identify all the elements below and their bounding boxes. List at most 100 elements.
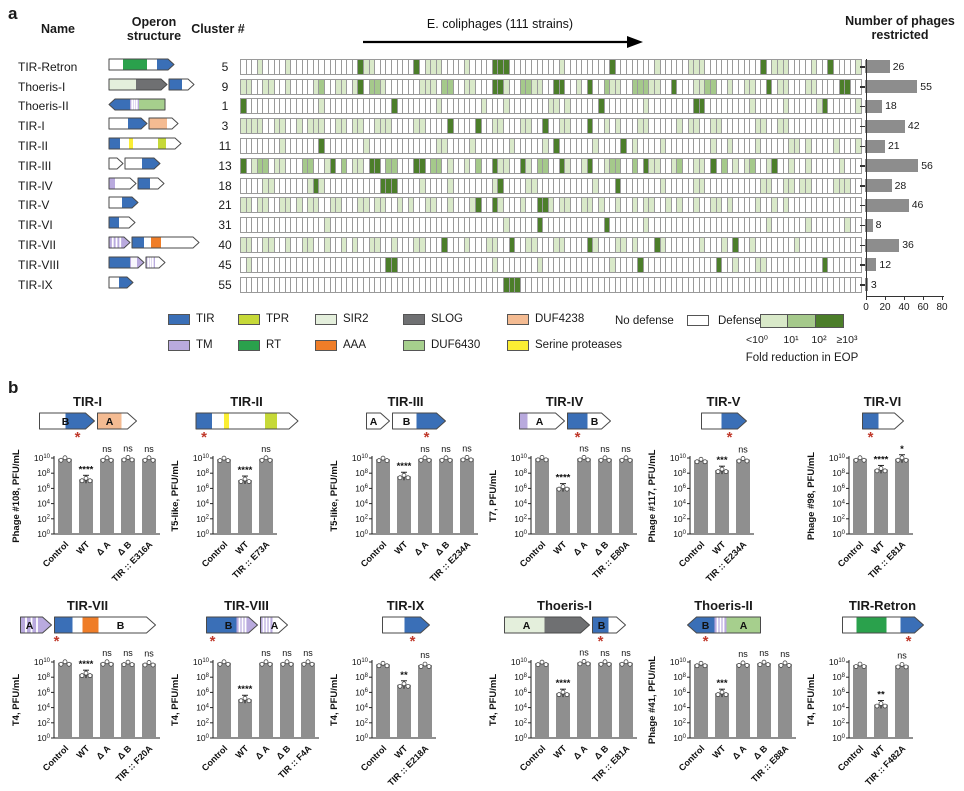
- gene-label: A: [535, 416, 543, 428]
- heatmap-cell: [392, 277, 397, 292]
- heatmap-cell: [660, 198, 666, 213]
- heatmap-cell: [694, 79, 699, 94]
- heatmap-cell: [302, 119, 308, 134]
- heatmap-cell: [498, 178, 503, 193]
- y-axis-label: Phage #98, PFU/mL: [806, 452, 817, 540]
- heatmap-cell: [660, 218, 666, 233]
- heatmap-cell: [487, 99, 492, 114]
- heatmap-cell: [677, 139, 682, 154]
- heatmap-cell: [369, 198, 375, 213]
- coliphages-header-text: E. coliphages (111 strains): [427, 17, 573, 31]
- heatmap-cell: [498, 218, 503, 233]
- heatmap-cell: [682, 277, 688, 292]
- heatmap-cell: [710, 178, 716, 193]
- heatmap-cell: [576, 79, 582, 94]
- y-tick-label: 1010: [34, 657, 51, 667]
- row-tick: [860, 264, 865, 266]
- heatmap-cell: [548, 119, 554, 134]
- heatmap-cell: [800, 59, 806, 74]
- heatmap-cell: [621, 257, 627, 272]
- heatmap-cell: [554, 218, 559, 233]
- heatmap-cell: [599, 277, 604, 292]
- heatmap-cell: [744, 59, 750, 74]
- heatmap-cell: [761, 238, 766, 253]
- heatmap-cell: [492, 277, 498, 292]
- gene-arrow: [20, 617, 51, 633]
- heatmap-cell: [722, 178, 727, 193]
- heatmap-cell: [543, 277, 548, 292]
- replicate-dot: [757, 662, 763, 667]
- heatmap-cell: [470, 99, 475, 114]
- heatmap-cell: [699, 257, 705, 272]
- heatmap-cell: [420, 198, 425, 213]
- heatmap-cell: [369, 158, 375, 173]
- heatmap-cell: [699, 158, 705, 173]
- gene-arrow: [132, 237, 199, 249]
- y-tick-label: 104: [514, 703, 527, 713]
- heatmap-cell: [806, 59, 811, 74]
- operon-domain-tir: [592, 617, 608, 633]
- heatmap-cell: [358, 238, 364, 253]
- heatmap-cell: [593, 119, 599, 134]
- heatmap-cell: [252, 277, 257, 292]
- heatmap-row: [240, 98, 862, 115]
- scale-tick-label: 10²: [811, 334, 827, 346]
- bar-Δ B: [598, 662, 612, 738]
- heatmap-cell: [347, 277, 352, 292]
- heatmap-cell: [257, 139, 263, 154]
- heatmap-cell: [358, 198, 364, 213]
- heatmap-cell: [291, 139, 296, 154]
- replicate-dot: [100, 457, 106, 463]
- row-tick: [860, 165, 865, 167]
- bar-Δ A: [577, 458, 591, 534]
- heatmap-cell: [694, 198, 699, 213]
- heatmap-cell: [671, 257, 677, 272]
- significance-label: ****: [238, 684, 253, 695]
- heatmap-cell: [671, 178, 677, 193]
- gene-arrow: [382, 617, 429, 633]
- heatmap-cell: [330, 119, 336, 134]
- heatmap-cell: [615, 59, 621, 74]
- replicate-dot: [853, 457, 859, 463]
- heatmap-cell: [319, 139, 324, 154]
- heatmap-row: [240, 157, 862, 174]
- bar-Control: [535, 458, 549, 534]
- heatmap-cell: [621, 99, 627, 114]
- x-tick-label: Δ A: [571, 539, 589, 557]
- heatmap-cell: [380, 139, 386, 154]
- heatmap-cell: [666, 79, 671, 94]
- x-tick-label: Control: [677, 743, 707, 773]
- heatmap-cell: [252, 178, 257, 193]
- heatmap-cell: [722, 158, 727, 173]
- operon-domain-tm: [109, 177, 115, 189]
- scale-caption: Fold reduction in EOP: [745, 352, 859, 364]
- heatmap-cell: [268, 139, 274, 154]
- heatmap-cell: [403, 139, 408, 154]
- system-name: Thoeris-I: [18, 79, 66, 94]
- heatmap-cell: [839, 158, 845, 173]
- heatmap-cell: [436, 59, 442, 74]
- cluster-number: 9: [221, 79, 229, 94]
- heatmap-cell: [722, 218, 727, 233]
- cluster-number: 18: [218, 178, 232, 193]
- heatmap-cell: [453, 218, 459, 233]
- y-tick-label: 104: [673, 703, 686, 713]
- heatmap-cell: [710, 99, 716, 114]
- heatmap-cell: [347, 257, 352, 272]
- replicate-dot: [62, 455, 68, 461]
- heatmap-cell: [241, 198, 246, 213]
- heatmap-cell: [850, 158, 856, 173]
- heatmap-cell: [582, 158, 587, 173]
- heatmap-cell: [856, 277, 861, 292]
- heatmap-cell: [537, 139, 543, 154]
- heatmap-cell: [531, 238, 537, 253]
- heatmap-cell: [296, 277, 302, 292]
- heatmap-cell: [319, 158, 324, 173]
- significance-label: **: [877, 690, 885, 701]
- column-header-name: Name: [40, 22, 76, 36]
- heatmap-cell: [750, 158, 755, 173]
- heatmap-cell: [565, 119, 571, 134]
- heatmap-cell: [582, 79, 587, 94]
- restricted-count-bar: [865, 179, 892, 193]
- heatmap-cell: [420, 277, 425, 292]
